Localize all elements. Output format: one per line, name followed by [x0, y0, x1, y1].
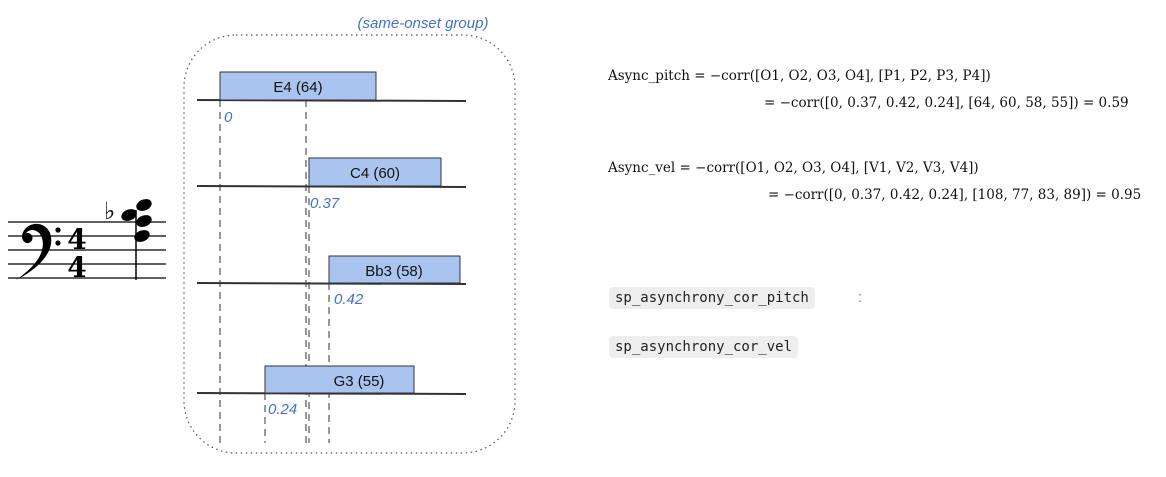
time-signature-bottom: 4: [67, 251, 86, 284]
note-bar-bb3: [328, 255, 461, 284]
feature-name-pitch: sp_asynchrony_cor_pitch: [609, 287, 815, 309]
same-onset-group-outline: [183, 34, 516, 454]
note-track-bb3: Bb3 (58) 0.42: [196, 255, 467, 308]
pitch-formula-line-1: Async_pitch = −corr([O1, O2, O3, O4], [P…: [608, 68, 991, 84]
note-label-c4: C4 (60): [350, 165, 400, 182]
note-bar-g3: [264, 365, 415, 394]
music-score: 4 4 ♭: [8, 197, 166, 284]
note-label-bb3: Bb3 (58): [365, 263, 423, 280]
note-bar-e4: [219, 71, 377, 101]
onset-guide-lines: [219, 100, 330, 443]
note-track-g3: G3 (55) 0.24: [196, 365, 467, 418]
onset-label-bb3: 0.42: [334, 291, 364, 308]
note-track-c4: C4 (60) 0.37: [196, 157, 467, 212]
onset-label-g3: 0.24: [268, 401, 297, 418]
onset-label-e4: 0: [224, 109, 233, 126]
note-label-e4: E4 (64): [273, 79, 322, 96]
vel-formula-line-1: Async_vel = −corr([O1, O2, O3, O4], [V1,…: [608, 160, 979, 176]
note-bar-c4: [308, 157, 442, 187]
note-track-e4: E4 (64) 0: [196, 71, 467, 126]
vel-formula-line-2: = −corr([0, 0.37, 0.42, 0.24], [108, 77,…: [768, 187, 1142, 203]
feature-name-vel: sp_asynchrony_cor_vel: [609, 336, 799, 358]
time-signature-top: 4: [67, 223, 86, 256]
group-label: (same-onset group): [358, 15, 489, 32]
feature-name-pitch-colon: :: [858, 289, 863, 306]
onset-label-c4: 0.37: [310, 195, 340, 212]
pitch-formula-line-2: = −corr([0, 0.37, 0.42, 0.24], [64, 60, …: [764, 95, 1129, 111]
bass-clef-icon: [16, 223, 61, 280]
note-label-g3: G3 (55): [334, 373, 385, 390]
flat-accidental: ♭: [104, 197, 115, 225]
chord-notes: [121, 199, 152, 280]
